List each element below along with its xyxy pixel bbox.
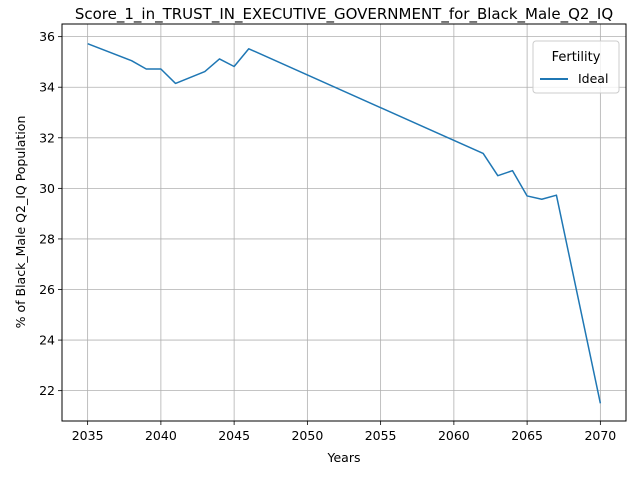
x-tick-label: 2040 — [145, 428, 177, 443]
legend-label-ideal: Ideal — [578, 71, 608, 86]
y-tick-label: 24 — [39, 333, 55, 348]
x-tick-label: 2065 — [511, 428, 543, 443]
y-axis-label: % of Black_Male Q2_IQ Population — [13, 116, 28, 329]
y-axis-ticks: 22 24 26 28 30 32 34 36 — [39, 29, 62, 398]
plot-background — [62, 24, 626, 421]
y-tick-label: 22 — [39, 383, 55, 398]
x-tick-label: 2045 — [218, 428, 250, 443]
x-tick-label: 2060 — [438, 428, 470, 443]
chart-title: Score_1_in_TRUST_IN_EXECUTIVE_GOVERNMENT… — [75, 5, 613, 24]
y-tick-label: 28 — [39, 231, 55, 246]
series-line-ideal — [87, 43, 602, 404]
x-tick-label: 2035 — [72, 428, 104, 443]
y-tick-label: 30 — [39, 181, 55, 196]
y-tick-label: 34 — [39, 80, 55, 95]
x-tick-label: 2070 — [584, 428, 616, 443]
plot-frame — [61, 23, 627, 422]
x-tick-label: 2050 — [291, 428, 323, 443]
series-lines — [87, 43, 602, 404]
y-tick-label: 26 — [39, 282, 55, 297]
y-tick-label: 32 — [39, 130, 55, 145]
legend: Fertility Ideal — [532, 40, 620, 94]
x-axis-label: Years — [327, 450, 361, 465]
x-axis-ticks: 2035 2040 2045 2050 2055 2060 2065 2070 — [72, 421, 616, 443]
y-tick-label: 36 — [39, 29, 55, 44]
x-tick-label: 2055 — [365, 428, 397, 443]
legend-title: Fertility — [552, 50, 601, 65]
